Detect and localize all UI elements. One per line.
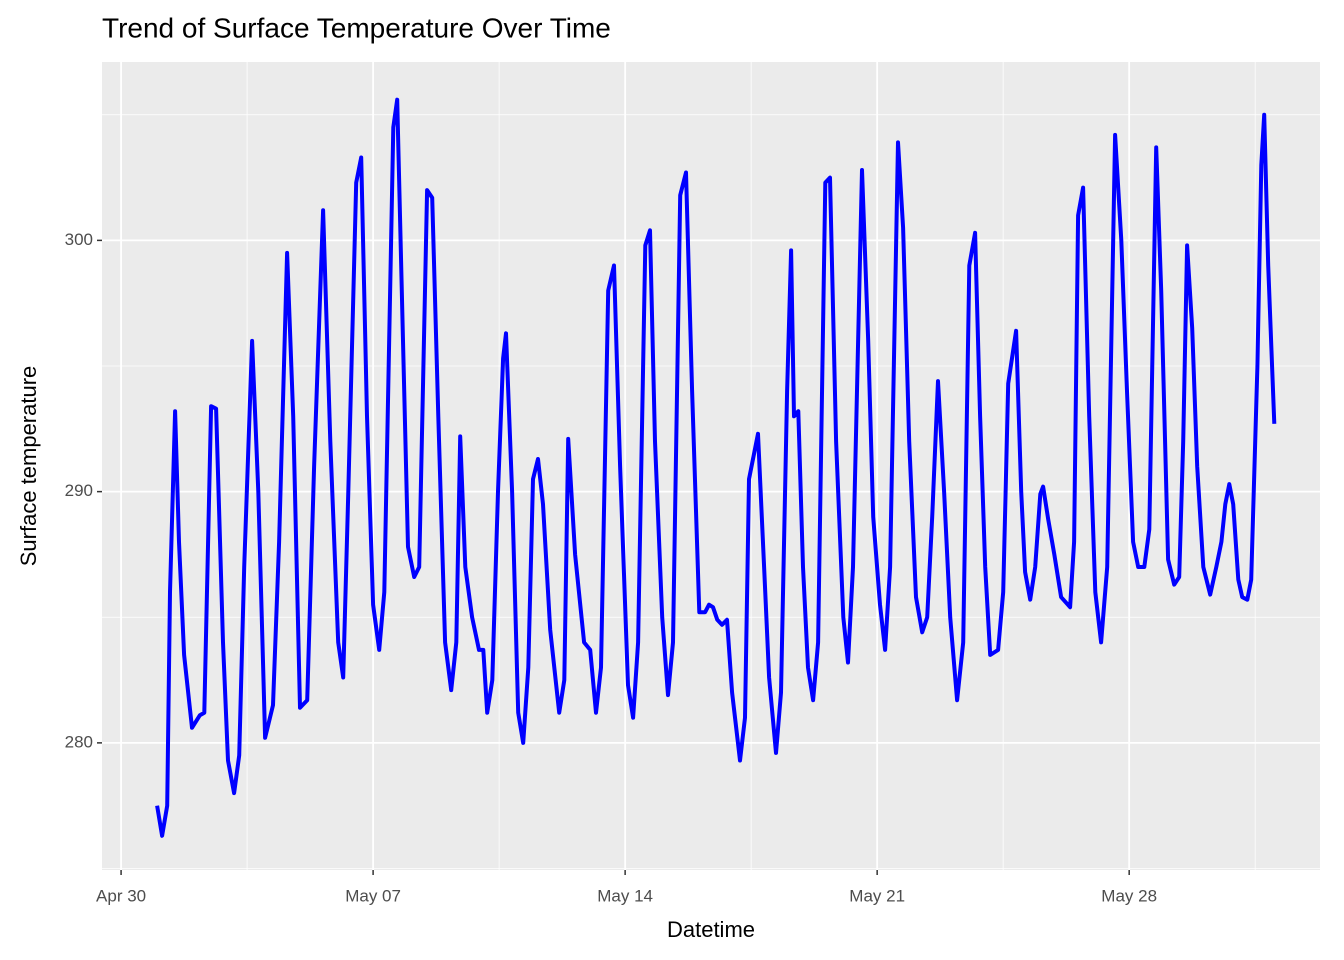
y-tick-label: 290 <box>65 481 93 500</box>
x-tick-label: May 07 <box>345 886 401 905</box>
x-tick-label: Apr 30 <box>96 886 146 905</box>
x-axis-title: Datetime <box>667 917 755 942</box>
x-tick-label: May 28 <box>1101 886 1157 905</box>
y-axis-title: Surface temperature <box>16 366 41 567</box>
x-tick-label: May 21 <box>849 886 905 905</box>
y-tick-label: 280 <box>65 732 93 751</box>
x-tick-label: May 14 <box>597 886 653 905</box>
y-tick-label: 300 <box>65 230 93 249</box>
line <box>155 97 1277 838</box>
panel <box>102 62 1320 870</box>
chart-title: Trend of Surface Temperature Over Time <box>102 12 611 43</box>
